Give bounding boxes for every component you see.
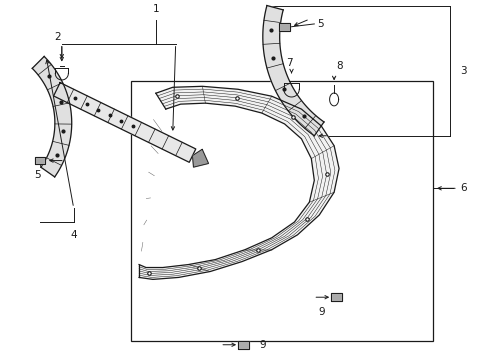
Text: 2: 2 <box>55 32 61 42</box>
Polygon shape <box>192 149 208 167</box>
Text: 4: 4 <box>70 230 77 240</box>
Polygon shape <box>279 23 289 31</box>
Polygon shape <box>54 82 195 162</box>
Text: 7: 7 <box>285 58 292 68</box>
Text: 1: 1 <box>152 4 159 14</box>
Bar <box>131 81 432 341</box>
Polygon shape <box>330 293 341 301</box>
Text: 5: 5 <box>34 171 41 180</box>
Text: 9: 9 <box>259 340 266 350</box>
Text: 9: 9 <box>317 307 324 317</box>
Polygon shape <box>35 157 45 164</box>
Text: 6: 6 <box>459 183 466 193</box>
Polygon shape <box>139 86 338 279</box>
Text: 5: 5 <box>317 19 323 29</box>
Polygon shape <box>262 5 324 136</box>
Polygon shape <box>32 57 72 177</box>
Text: 3: 3 <box>459 66 466 76</box>
Polygon shape <box>238 341 248 349</box>
Text: 8: 8 <box>335 62 342 72</box>
